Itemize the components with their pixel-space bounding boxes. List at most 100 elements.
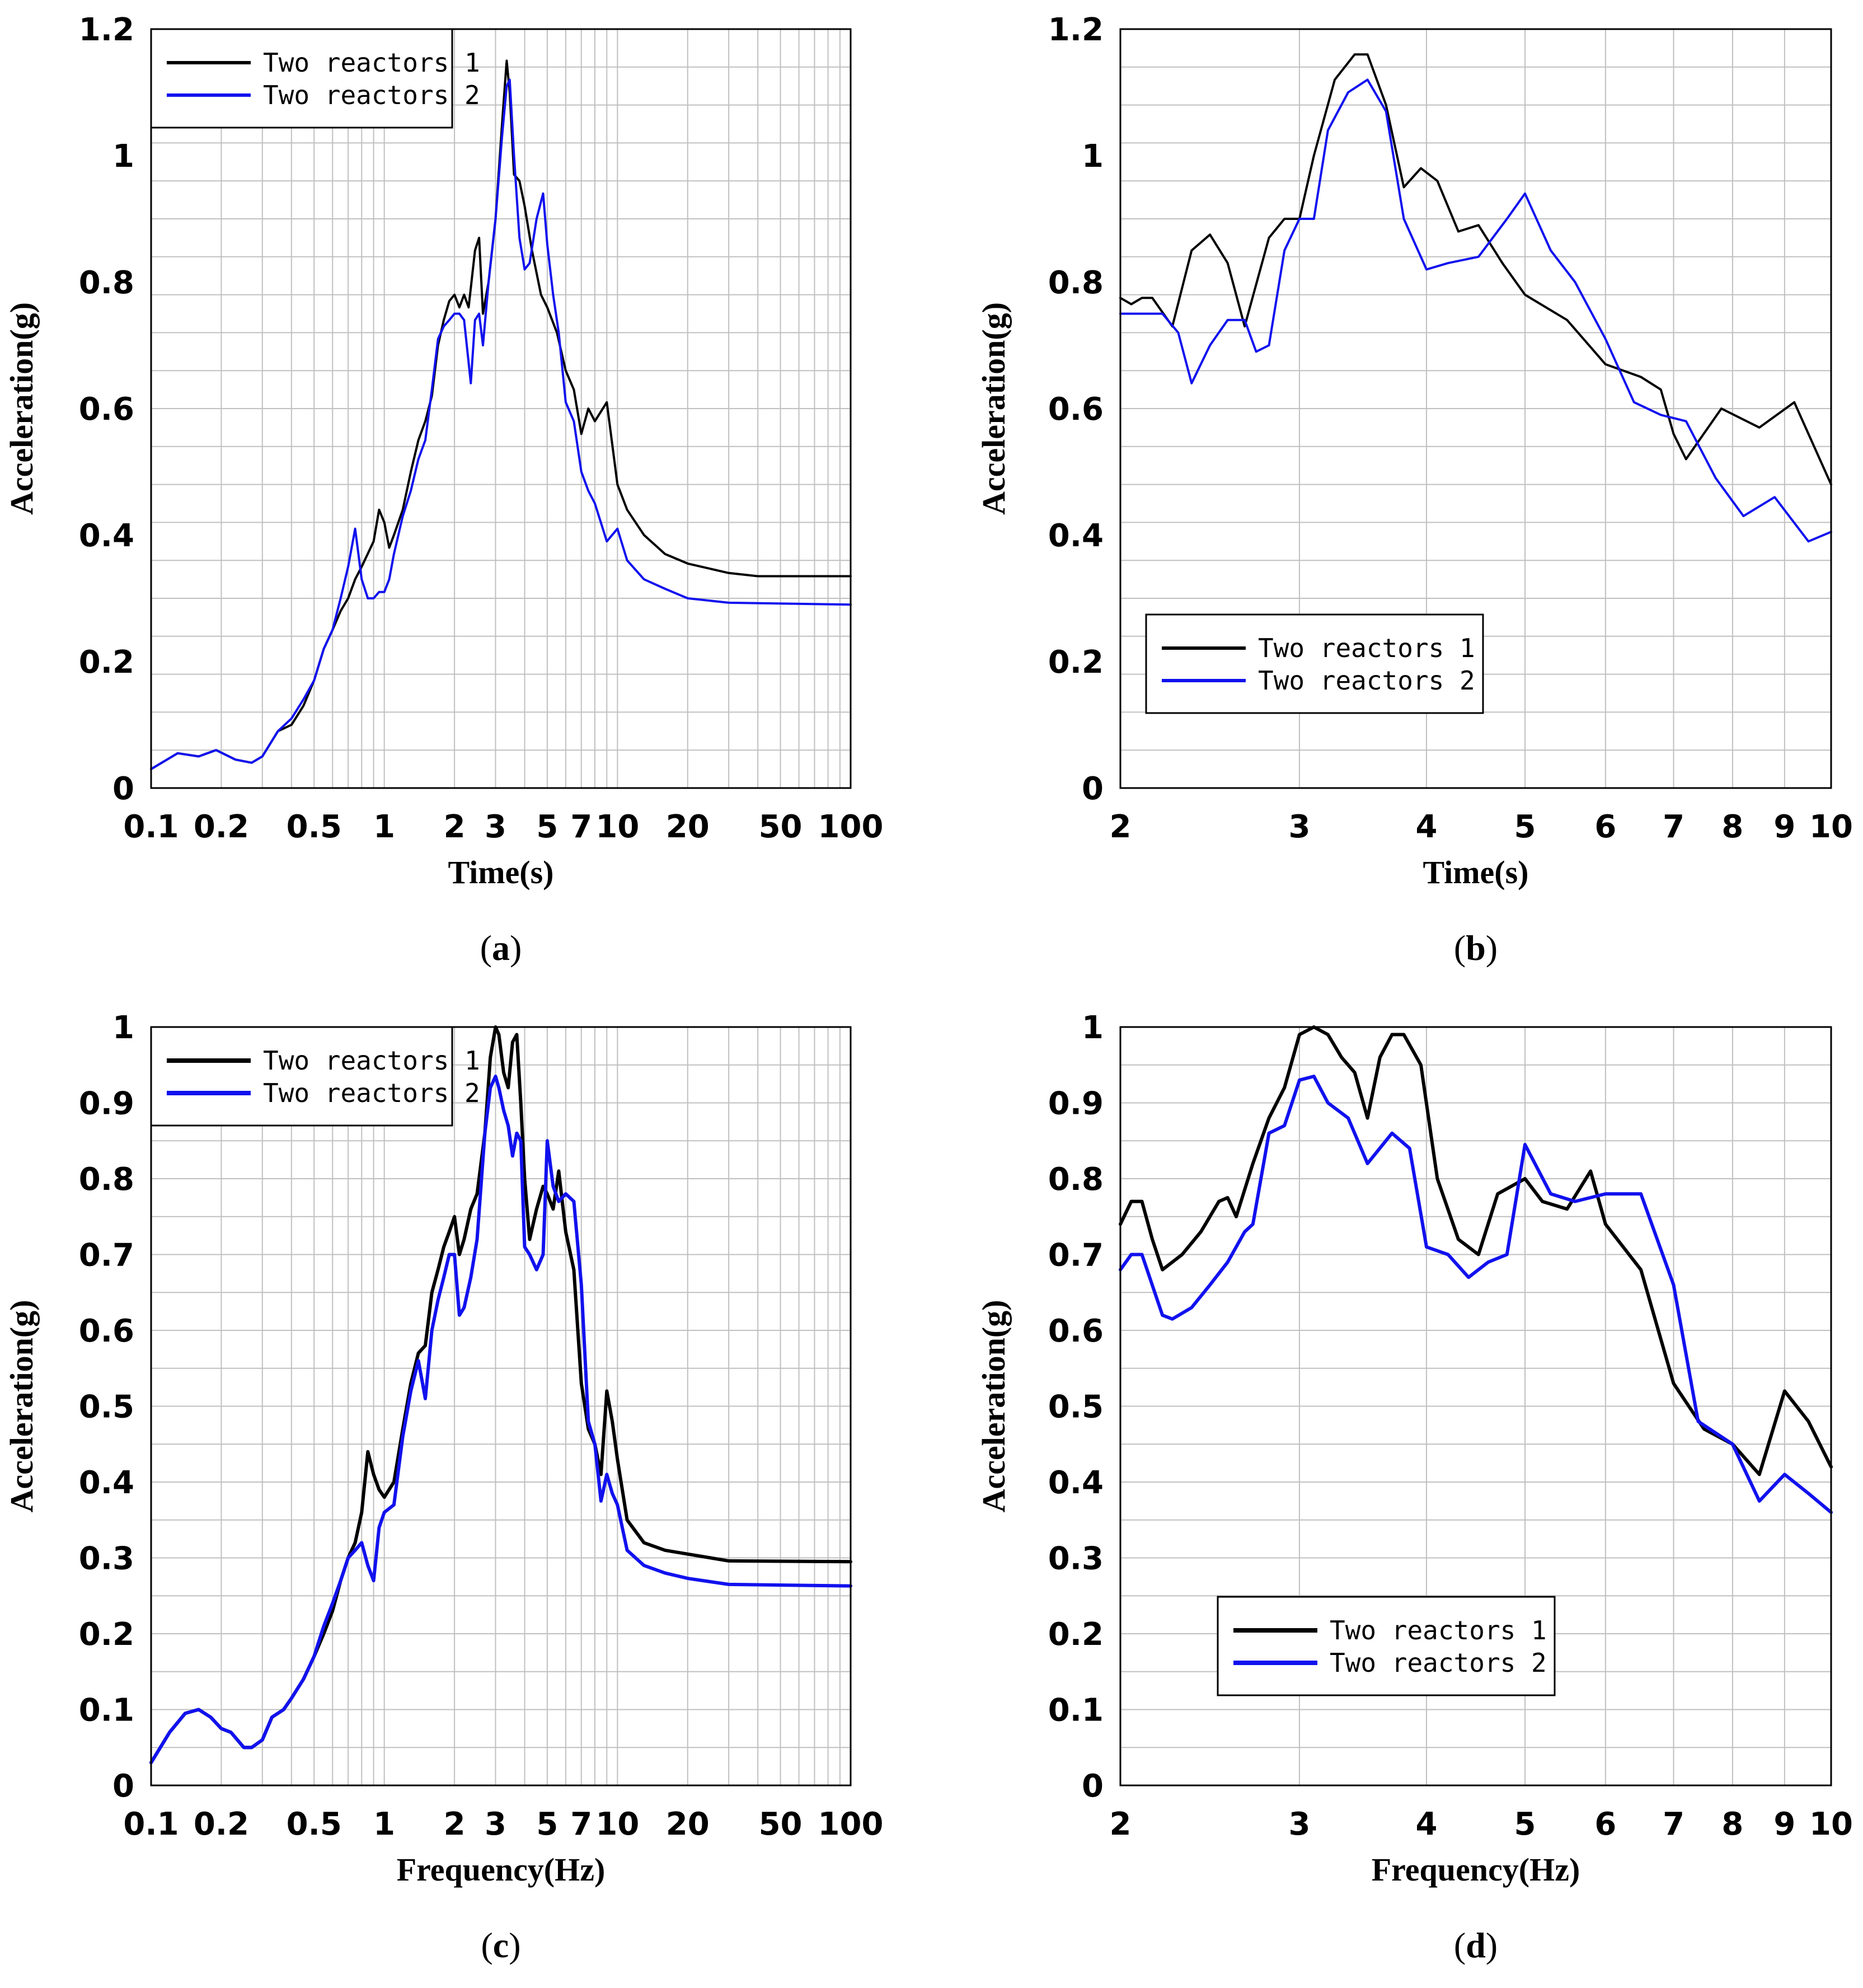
y-tick-label: 0.1: [79, 1692, 134, 1729]
y-tick-label: 0.6: [1048, 391, 1104, 428]
x-tick-label: 9: [1773, 1806, 1795, 1842]
x-tick-label: 8: [1721, 1806, 1743, 1842]
x-tick-label: 3: [1288, 809, 1310, 845]
panel-caption: (a): [480, 928, 522, 968]
y-tick-label: 0: [112, 1768, 134, 1804]
x-tick-label: 2: [444, 1806, 466, 1842]
caption-letter: b: [1466, 928, 1486, 968]
x-tick-label: 2: [1110, 1806, 1132, 1842]
x-tick-label: 3: [485, 809, 506, 845]
y-tick-label: 0.7: [79, 1237, 134, 1274]
y-tick-label: 1: [1082, 138, 1104, 175]
x-tick-label: 4: [1415, 1806, 1437, 1842]
x-tick-label: 7: [570, 809, 592, 845]
legend-box: [1145, 613, 1484, 714]
x-tick-label: 7: [1663, 809, 1684, 845]
x-tick-label: 10: [595, 1806, 639, 1842]
series-line-1: [1119, 53, 1832, 486]
y-tick-label: 0.8: [79, 1161, 134, 1198]
y-tick-label: 0.4: [79, 1465, 134, 1501]
y-tick-label: 0: [1082, 1768, 1104, 1804]
chart-panel-a: 0.1 0.2 0.5 1 2 3 5 7 10 20 50 100 0 0.2 0.4 0.6 0.8 1 1.2…: [3, 12, 883, 968]
y-tick-label: 0: [112, 771, 134, 807]
y-tick-label: 0.6: [79, 391, 134, 428]
caption-paren-open: (: [481, 1925, 492, 1965]
y-tick-label: 0.3: [79, 1541, 134, 1577]
y-tick-label: 0.8: [1048, 1161, 1104, 1198]
caption-letter: a: [492, 928, 510, 968]
series-line-1: [149, 1025, 852, 1765]
x-axis-label: Frequency(Hz): [397, 1851, 606, 1888]
plot-frame: [150, 28, 852, 789]
y-tick-label: 0.4: [1048, 1465, 1104, 1501]
x-tick-label: 10: [595, 809, 639, 845]
y-tick-label: 0: [1082, 771, 1104, 807]
caption-paren-close: ): [510, 928, 522, 968]
x-tick-label: 4: [1415, 809, 1437, 845]
legend-box: [150, 1026, 453, 1127]
x-tick-label: 100: [818, 1806, 884, 1842]
legend-label-2: Two reactors 2: [1330, 1648, 1547, 1678]
x-tick-label: 0.1: [123, 1806, 179, 1842]
x-tick-label: 10: [1809, 1806, 1853, 1842]
x-axis-label: Time(s): [448, 854, 553, 890]
caption-paren-open: (: [1454, 1925, 1466, 1965]
y-tick-label: 0.6: [1048, 1313, 1104, 1349]
legend-label-1: Two reactors 1: [1330, 1615, 1547, 1645]
plot-frame: [1119, 1026, 1832, 1787]
y-axis-label: Acceleration(g): [975, 1300, 1012, 1512]
y-axis-label: Acceleration(g): [975, 302, 1012, 515]
legend-label-1: Two reactors 1: [263, 1045, 480, 1076]
x-tick-label: 0.1: [123, 809, 179, 845]
caption-letter: d: [1466, 1925, 1486, 1965]
x-tick-label: 0.2: [194, 809, 249, 845]
y-tick-label: 0.7: [1048, 1237, 1104, 1274]
y-tick-label: 0.9: [79, 1086, 134, 1122]
series-line-2: [150, 78, 852, 771]
y-tick-label: 1.2: [1048, 12, 1104, 48]
x-tick-label: 5: [536, 1806, 558, 1842]
y-tick-label: 0.2: [79, 644, 134, 681]
x-tick-label: 2: [444, 809, 466, 845]
x-tick-label: 5: [1514, 1806, 1536, 1842]
y-tick-label: 0.2: [1048, 644, 1104, 681]
x-tick-label: 7: [570, 1806, 592, 1842]
x-tick-label: 1: [373, 809, 395, 845]
panel-caption: (d): [1454, 1925, 1498, 1965]
grid-lines: [151, 29, 851, 788]
series-line-2: [149, 1075, 852, 1765]
y-tick-label: 0.4: [79, 518, 134, 554]
y-tick-label: 0.5: [1048, 1389, 1104, 1426]
plot-frame: [150, 1026, 852, 1787]
x-tick-label: 1: [373, 1806, 395, 1842]
caption-paren-open: (: [480, 928, 492, 968]
legend-label-2: Two reactors 2: [263, 80, 480, 110]
x-tick-label: 5: [536, 809, 558, 845]
x-tick-label: 100: [818, 809, 884, 845]
series-line-2: [1119, 1075, 1833, 1515]
y-tick-label: 0.6: [79, 1313, 134, 1349]
x-tick-label: 5: [1514, 809, 1536, 845]
caption-letter: c: [493, 1925, 509, 1965]
series-line-1: [1119, 1025, 1833, 1476]
series-line-2: [1119, 78, 1832, 543]
y-tick-label: 1: [112, 138, 134, 175]
legend-label-2: Two reactors 2: [263, 1078, 480, 1108]
caption-paren-close: ): [1486, 928, 1498, 968]
y-tick-label: 0.8: [1048, 265, 1104, 301]
legend-box: [150, 28, 453, 129]
caption-paren-close: ): [509, 1925, 520, 1965]
panel-caption: (c): [481, 1925, 520, 1965]
x-tick-label: 3: [485, 1806, 506, 1842]
y-tick-label: 0.1: [1048, 1692, 1104, 1729]
legend-box: [1217, 1596, 1556, 1696]
x-tick-label: 8: [1721, 809, 1743, 845]
x-tick-label: 9: [1773, 809, 1795, 845]
y-tick-label: 0.2: [1048, 1616, 1104, 1653]
x-tick-label: 0.2: [194, 1806, 249, 1842]
chart-panel-d: 2 3 4 5 6 7 8 9 10 0 0.1 0.2 0.3 0.4 0.5 0.6 0.7 0.8 0.9 1 F…: [975, 1010, 1853, 1965]
